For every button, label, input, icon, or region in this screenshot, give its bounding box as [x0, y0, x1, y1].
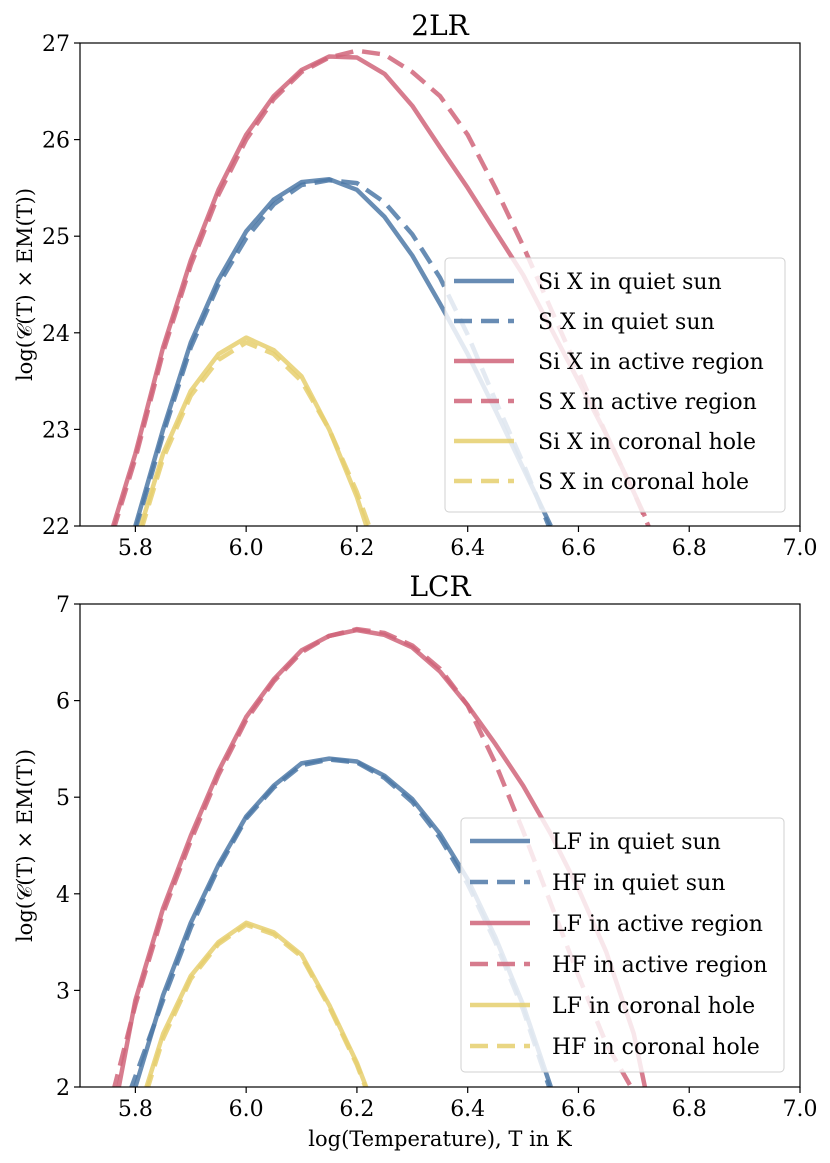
x-tick-label: 5.8	[118, 536, 153, 561]
y-tick-label: 25	[42, 225, 70, 250]
chart-title: LCR	[409, 570, 471, 603]
axes-frame	[79, 42, 801, 527]
x-tick-label: 6.4	[450, 1097, 485, 1122]
legend-box	[460, 817, 785, 1073]
series-line-6	[145, 922, 368, 1087]
legend-label-4: S X in active region	[538, 390, 757, 415]
series-line-5	[138, 335, 369, 526]
x-tick-label: 6.2	[339, 1097, 374, 1122]
legend-label-3: Si X in active region	[538, 350, 764, 375]
x-axis-label: log(Temperature), T in K	[308, 1127, 572, 1151]
y-tick-label: 3	[56, 979, 70, 1004]
axes-frame	[79, 603, 801, 1088]
y-tick-label: 7	[56, 593, 70, 618]
legend-label-4: HF in active region	[552, 953, 767, 978]
y-tick-label: 22	[42, 515, 70, 540]
y-tick-label: 5	[56, 786, 70, 811]
legend-label-2: HF in quiet sun	[552, 871, 725, 896]
y-tick-label: 27	[42, 32, 70, 57]
legend-label-2: S X in quiet sun	[538, 310, 715, 335]
y-tick-label: 23	[42, 418, 70, 443]
chart-panel-2: 5.8 6.0 6.2 6.4 6.6 6.8 7.0 2 3 4 5 6 7 LCR log(𝒞(T) ×…	[13, 570, 818, 1151]
x-tick-label: 6.2	[339, 536, 374, 561]
y-tick-label: 26	[42, 129, 70, 154]
x-tick-label: 6.8	[672, 536, 707, 561]
legend-label-6: S X in coronal hole	[538, 470, 749, 495]
series-line-6	[140, 340, 372, 526]
legend-label-6: HF in coronal hole	[552, 1035, 760, 1060]
x-tick-label: 5.8	[118, 1097, 153, 1122]
x-tick-label: 6.6	[561, 1097, 596, 1122]
x-tick-label: 6.6	[561, 536, 596, 561]
x-tick-label: 6.0	[229, 536, 264, 561]
y-axis-label: log(𝒞(T) × EM(T))	[13, 749, 37, 942]
x-tick-label: 6.8	[672, 1097, 707, 1122]
legend-box	[444, 257, 786, 513]
legend-label-1: LF in quiet sun	[552, 830, 721, 855]
x-tick-label: 6.4	[450, 536, 485, 561]
legend: Si X in quiet sun S X in quiet sun Si X in…	[444, 257, 786, 513]
legend-label-3: LF in active region	[552, 912, 763, 937]
legend: LF in quiet sun HF in quiet sun LF in acti…	[460, 817, 785, 1073]
y-tick-label: 2	[56, 1076, 70, 1101]
y-tick-label: 4	[56, 883, 70, 908]
chart-panel-1: 5.8 6.0 6.2 6.4 6.6 6.8 7.0 22 23 24 25 26 27 2LR log(…	[13, 9, 818, 561]
legend-label-5: Si X in coronal hole	[538, 430, 756, 455]
legend-label-1: Si X in quiet sun	[538, 270, 722, 295]
x-tick-label: 6.0	[229, 1097, 264, 1122]
y-tick-label: 6	[56, 690, 70, 715]
x-tick-label: 7.0	[783, 1097, 818, 1122]
legend-label-5: LF in coronal hole	[552, 994, 755, 1019]
chart-title: 2LR	[411, 9, 469, 42]
y-tick-label: 24	[42, 322, 70, 347]
series-line-2	[134, 177, 552, 526]
x-tick-label: 7.0	[783, 536, 818, 561]
y-axis-label: log(𝒞(T) × EM(T))	[13, 188, 37, 381]
series-line-4	[112, 626, 634, 1087]
